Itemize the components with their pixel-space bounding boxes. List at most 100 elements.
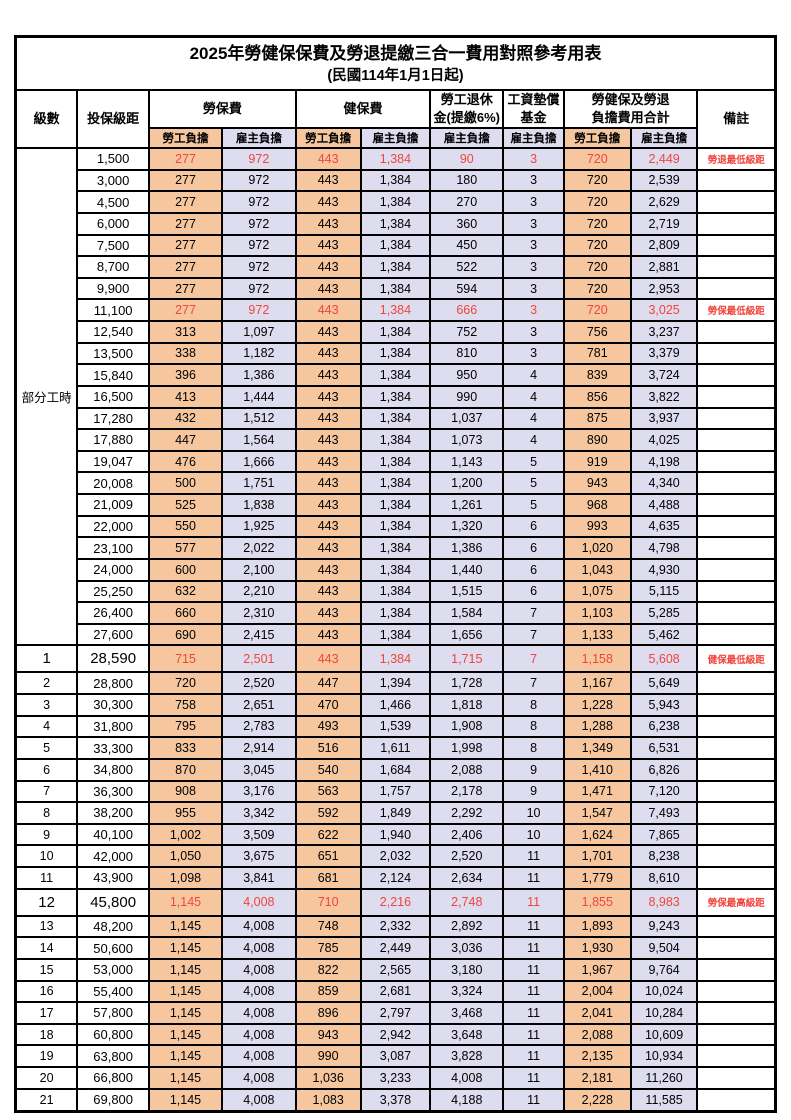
subheader-total-employee: 勞工負擔 [562, 127, 632, 149]
cell-value: 1,838 [220, 493, 297, 517]
cell-value: 443 [294, 406, 362, 431]
cell-value: 4 [502, 406, 565, 431]
cell-value: 2,088 [562, 1022, 632, 1047]
table-row: 16,500 413 1,444 443 1,384 990 4 856 3,822 [16, 384, 777, 409]
cell-value: 1,940 [359, 822, 432, 847]
cell-value: 622 [294, 822, 362, 847]
cell-note [696, 168, 777, 193]
cell-value: 856 [562, 384, 632, 409]
cell-value: 1,386 [429, 536, 505, 560]
table-row: 12 45,800 1,145 4,008 710 2,216 2,748 11 1,855 8,… [14, 887, 777, 917]
cell-value: 720 [562, 168, 632, 193]
table-row: 16 55,400 1,145 4,008 859 2,681 3,324 11 2,004 10… [14, 979, 777, 1004]
cell-value: 8,610 [629, 866, 699, 890]
cell-value: 1,908 [429, 714, 505, 739]
col-header-health-insurance: 健保費 [294, 89, 432, 129]
cell-value: 1,037 [429, 406, 505, 431]
header-group-row: 級數 投保級距 勞保費 健保費 勞工退休 金(提繳6%) 工資墊償 基金 勞健保… [14, 89, 777, 149]
cell-value: 443 [294, 147, 362, 171]
cell-value: 11 [502, 1022, 565, 1047]
cell-value: 2,953 [629, 276, 699, 301]
cell-note [696, 557, 777, 582]
cell-note [696, 622, 777, 647]
table-row: 2 28,800 720 2,520 447 1,394 1,728 7 1,167 5,649 [14, 671, 777, 695]
subheader-wage-fund-employer: 雇主負擔 [502, 127, 565, 149]
cell-value: 781 [562, 341, 632, 366]
cell-value: 990 [429, 384, 505, 409]
table-row: 13 48,200 1,145 4,008 748 2,332 2,892 11 1,893 9,… [14, 914, 777, 939]
cell-bracket: 50,600 [76, 936, 151, 960]
cell-value: 277 [148, 298, 223, 322]
cell-value: 1,228 [562, 693, 632, 717]
cell-bracket: 53,000 [76, 957, 151, 982]
cell-value: 4,008 [220, 936, 297, 960]
cell-value: 360 [429, 211, 505, 236]
cell-value: 3,509 [220, 822, 297, 847]
cell-value: 4,008 [220, 979, 297, 1004]
cell-bracket: 60,800 [76, 1022, 151, 1047]
cell-value: 443 [294, 276, 362, 301]
cell-value: 3,724 [629, 363, 699, 387]
cell-value: 1,384 [359, 298, 432, 322]
cell-bracket: 42,000 [76, 844, 151, 868]
table-row: 20 66,800 1,145 4,008 1,036 3,233 4,008 11 2,181… [14, 1066, 777, 1090]
cell-value: 1,440 [429, 557, 505, 582]
cell-value: 313 [148, 320, 223, 344]
cell-value: 795 [148, 714, 223, 739]
cell-value: 950 [429, 363, 505, 387]
cell-value: 11 [502, 1044, 565, 1068]
cell-value: 890 [562, 428, 632, 452]
cell-value: 972 [220, 298, 297, 322]
cell-value: 11 [502, 844, 565, 868]
cell-value: 839 [562, 363, 632, 387]
cell-value: 1,384 [359, 557, 432, 582]
table-row: 25,250 632 2,210 443 1,384 1,515 6 1,075 5,115 [16, 579, 777, 604]
cell-note [696, 1022, 777, 1047]
header-sub-row: 勞工負擔 雇主負擔 勞工負擔 雇主負擔 雇主負擔 雇主負擔 勞工負擔 雇主負擔 [16, 127, 776, 149]
cell-value: 3 [502, 298, 565, 322]
table-row: 18 60,800 1,145 4,008 943 2,942 3,648 11 2,088 10… [14, 1022, 777, 1047]
cell-value: 413 [148, 384, 223, 409]
cell-bracket: 38,200 [76, 801, 151, 825]
cell-value: 2,881 [629, 255, 699, 279]
cell-value: 4,008 [220, 1044, 297, 1068]
cell-value: 1,145 [148, 1066, 223, 1090]
cell-value: 822 [294, 957, 362, 982]
col-header-total: 勞健保及勞退 負擔費用合計 [562, 89, 699, 129]
cell-value: 432 [148, 406, 223, 431]
cell-value: 1,584 [429, 601, 505, 625]
cell-value: 833 [148, 736, 223, 760]
subheader-health-employee: 勞工負擔 [294, 127, 362, 149]
cell-value: 3,324 [429, 979, 505, 1004]
cell-value: 681 [294, 866, 362, 890]
cell-value: 6 [502, 579, 565, 604]
cell-value: 600 [148, 557, 223, 582]
cell-value: 11,260 [629, 1066, 699, 1090]
cell-bracket: 27,600 [76, 622, 151, 647]
cell-value: 1,384 [359, 406, 432, 431]
table-row: 3,000 277 972 443 1,384 180 3 720 2,539 [16, 168, 777, 193]
cell-value: 5,115 [629, 579, 699, 604]
fee-table: 2025年勞健保保費及勞退提繳三合一費用對照參考用表 (民國114年1月1日起)… [14, 35, 777, 1113]
cell-value: 1,471 [562, 779, 632, 804]
cell-level: 2 [14, 671, 79, 695]
cell-value: 1,349 [562, 736, 632, 760]
cell-value: 2,100 [220, 557, 297, 582]
cell-value: 720 [148, 671, 223, 695]
cell-note: 勞保最低級距 [696, 298, 777, 322]
cell-value: 1,200 [429, 471, 505, 495]
cell-value: 11 [502, 866, 565, 890]
cell-value: 10 [502, 822, 565, 847]
cell-value: 443 [294, 536, 362, 560]
cell-note: 勞退最低級距 [696, 147, 777, 171]
col-header-level: 級數 [14, 89, 79, 149]
cell-value: 1,145 [148, 1044, 223, 1068]
cell-value: 443 [294, 211, 362, 236]
cell-value: 4,008 [220, 1001, 297, 1025]
cell-value: 3 [502, 255, 565, 279]
cell-value: 720 [562, 276, 632, 301]
cell-value: 2,124 [359, 866, 432, 890]
cell-level: 12 [14, 887, 79, 917]
table-row: 26,400 660 2,310 443 1,384 1,584 7 1,103 5,285 [16, 601, 777, 625]
col-header-pension: 勞工退休 金(提繳6%) [429, 89, 505, 129]
